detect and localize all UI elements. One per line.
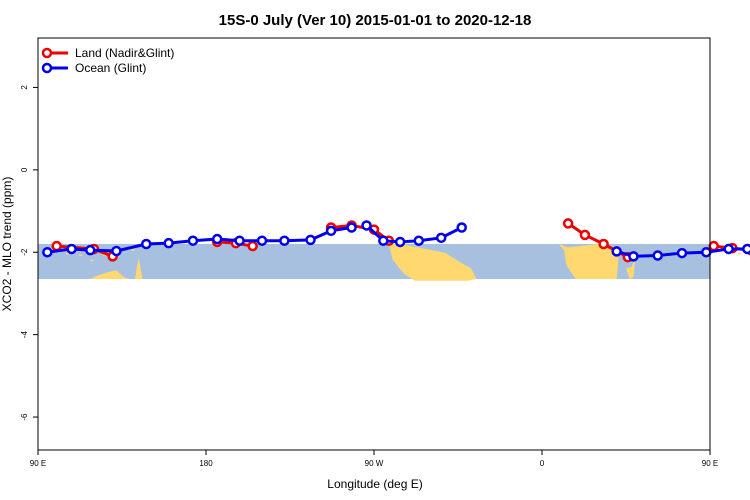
series-ocean-point [163,237,174,249]
y-tick-label: -4 [20,331,29,339]
island-shape [66,252,69,255]
series-ocean-point [361,220,372,231]
x-tick-label: 0 [540,459,545,468]
island-shape [90,259,94,262]
island-shape [738,252,741,255]
series-ocean-point [66,243,77,255]
series-ocean-point [742,243,750,255]
series-ocean-point [378,235,389,246]
legend-label-ocean: Ocean (Glint) [75,61,146,75]
series-land-point [598,238,609,250]
series-ocean-point [211,233,223,245]
series-ocean-point [628,251,639,262]
series-ocean-point [723,243,734,255]
series-ocean-point [652,250,663,261]
island-shape [103,254,107,257]
series-ocean-point [42,246,53,258]
series-ocean-point [85,244,96,256]
land-shape [626,258,636,280]
series-ocean-point [435,232,447,244]
y-axis-label: XCO2 - MLO trend (ppm) [0,177,14,312]
map-band [38,244,741,281]
series-ocean-point [234,235,245,246]
series-ocean-point [611,246,622,257]
x-axis-label: Longitude (deg E) [327,477,422,491]
series-land-point [579,229,591,241]
y-tick-label: 0 [20,167,29,172]
series-land-point [562,218,574,229]
legend-marker-land [41,47,53,59]
land-shape [388,244,477,281]
land-shape [135,258,143,280]
series-ocean-point [325,225,337,237]
series-ocean-point [701,246,712,258]
y-tick-label: -6 [20,413,29,421]
series-ocean-point [346,222,357,233]
y-axis: 2 0 -2 -4 -6 [20,85,38,421]
series-ocean [42,220,750,262]
legend: Land (Nadir&Glint) Ocean (Glint) [41,46,174,75]
series-ocean-point [413,235,425,246]
series-ocean-point [187,235,199,246]
island-shape [131,249,135,251]
island-shape [79,254,83,257]
series-ocean-point [256,235,268,246]
series-ocean-line [616,247,750,258]
x-tick-label: 90 E [30,459,46,468]
series-ocean-point [456,222,467,233]
series-ocean-point [111,245,122,257]
x-tick-label: 90 E [702,459,718,468]
chart-title: 15S-0 July (Ver 10) 2015-01-01 to 2020-1… [219,12,532,29]
series-layer [42,218,750,263]
series-ocean-point [394,236,406,248]
series-ocean-point [305,234,316,246]
land-shape [90,270,130,280]
y-tick-label: 2 [20,85,29,90]
series-land-point [51,240,62,252]
x-tick-label: 90 W [365,459,384,468]
legend-label-land: Land (Nadir&Glint) [75,46,174,60]
x-tick-label: 180 [199,459,213,468]
series-land-point [708,240,719,252]
series-ocean-point [676,247,688,259]
legend-marker-ocean [41,62,53,74]
series-land-point [247,240,258,252]
y-tick-label: -2 [20,248,29,256]
x-axis: 90 E 180 90 W 0 90 E [30,450,718,468]
land-shape [558,244,621,280]
series-ocean-point [279,235,290,246]
series-ocean-point [141,238,152,250]
